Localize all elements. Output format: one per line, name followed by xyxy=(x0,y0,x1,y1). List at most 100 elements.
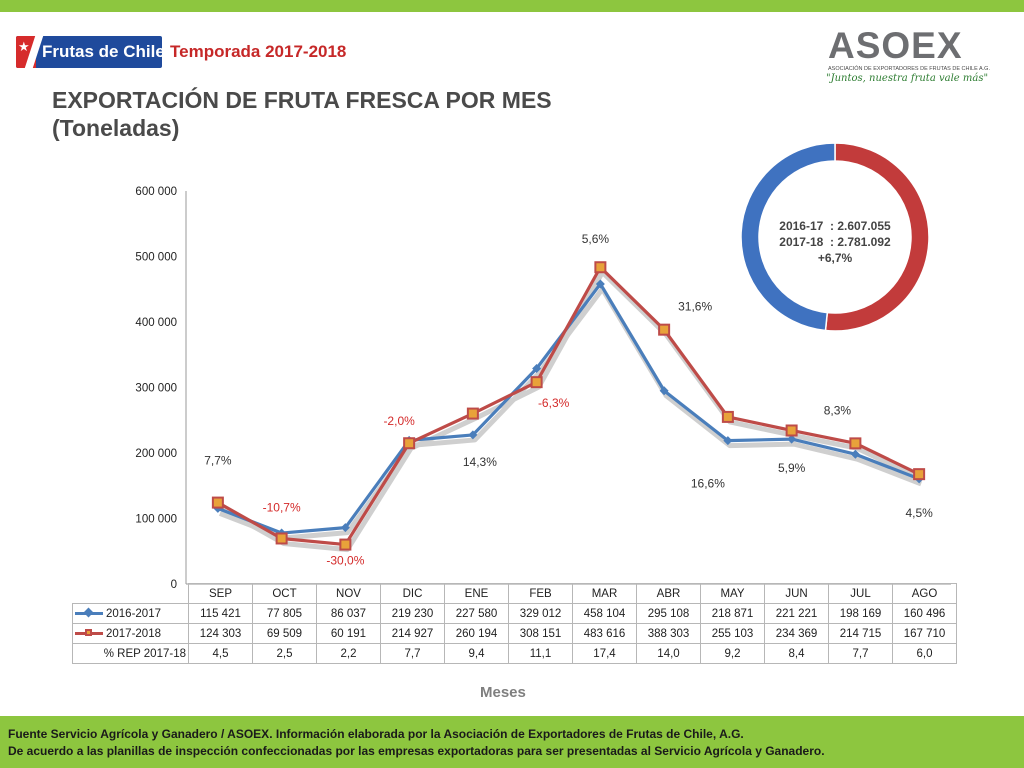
table-row-2016-2017: 2016-2017 115 421 77 805 86 037 219 230 227 5… xyxy=(72,603,957,624)
table-corner-cell xyxy=(72,583,189,604)
change-label-feb: -6,3% xyxy=(538,396,570,410)
rep-value: 7,7 xyxy=(380,643,445,664)
rep-value: 8,4 xyxy=(764,643,829,664)
month-header-ene: ENE xyxy=(444,583,509,604)
change-label-jul: 8,3% xyxy=(824,403,852,417)
value-2017-2018: 234 369 xyxy=(764,623,829,644)
point-2016-jun xyxy=(787,434,797,444)
change-label-nov: -30,0% xyxy=(326,554,364,568)
value-2017-2018: 308 151 xyxy=(508,623,573,644)
data-table: SEP OCT NOV DIC ENE FEB MAR ABR MAY JUN JUL AGO 2016… xyxy=(72,583,957,664)
point-2016-mar xyxy=(595,279,605,289)
point-2017-may xyxy=(721,410,734,423)
table-row-rep: % REP 2017-18 4,5 2,5 2,2 7,7 9,4 11,1 17,4 14,0… xyxy=(72,643,957,664)
change-label-mar: 5,6% xyxy=(582,232,610,246)
point-2017-mar xyxy=(594,261,607,274)
point-2017-dic xyxy=(403,437,416,450)
donut-text-2016: 2016-17 : 2.607.055 xyxy=(779,219,891,233)
value-2017-2018: 260 194 xyxy=(444,623,509,644)
month-header-jul: JUL xyxy=(828,583,893,604)
point-2016-nov xyxy=(340,523,350,533)
change-label-abr: 31,6% xyxy=(678,300,712,314)
legend-marker xyxy=(85,629,92,637)
footer: Fuente Servicio Agrícola y Ganadero / AS… xyxy=(0,716,1024,768)
change-label-ago: 4,5% xyxy=(905,506,933,520)
frutas-de-chile-logo: ★ Frutas de Chile xyxy=(16,36,162,68)
value-2016-2017: 227 580 xyxy=(444,603,509,624)
rep-value: 4,5 xyxy=(188,643,253,664)
asoex-logo: ASOEX ASOCIACIÓN DE EXPORTADORES DE FRUT… xyxy=(822,25,990,88)
table-header-row: SEP OCT NOV DIC ENE FEB MAR ABR MAY JUN JUL AGO xyxy=(72,583,957,604)
month-header-oct: OCT xyxy=(252,583,317,604)
value-2016-2017: 218 871 xyxy=(700,603,765,624)
footer-line-2: De acuerdo a las planillas de inspección… xyxy=(8,744,825,758)
value-2016-2017: 198 169 xyxy=(828,603,893,624)
value-2016-2017: 115 421 xyxy=(188,603,253,624)
donut-text-change: +6,7% xyxy=(817,251,853,265)
value-2016-2017: 86 037 xyxy=(316,603,381,624)
month-header-abr: ABR xyxy=(636,583,701,604)
title-line-1: EXPORTACIÓN DE FRUTA FRESCA POR MES xyxy=(52,87,552,113)
change-label-dic: -2,0% xyxy=(383,414,415,428)
rep-value: 14,0 xyxy=(636,643,701,664)
month-header-dic: DIC xyxy=(380,583,445,604)
point-2017-feb xyxy=(530,376,543,389)
point-2016-feb xyxy=(532,363,542,373)
value-2017-2018: 255 103 xyxy=(700,623,765,644)
y-tick-label: 500 000 xyxy=(135,252,177,264)
asoex-subtitle: ASOCIACIÓN DE EXPORTADORES DE FRUTAS DE … xyxy=(828,66,990,72)
y-tick-label: 600 000 xyxy=(135,186,177,198)
point-2017-jun xyxy=(785,424,798,437)
point-2017-ene xyxy=(466,407,479,420)
star-icon: ★ xyxy=(18,39,30,54)
point-2017-jul xyxy=(849,437,862,450)
y-tick-label: 200 000 xyxy=(135,448,177,460)
rep-value: 9,2 xyxy=(700,643,765,664)
page-title: EXPORTACIÓN DE FRUTA FRESCA POR MES (Ton… xyxy=(52,86,552,142)
value-2017-2018: 483 616 xyxy=(572,623,637,644)
y-tick-label: 400 000 xyxy=(135,317,177,329)
table-row-2017-2018: 2017-2018 124 303 69 509 60 191 214 927 260 1… xyxy=(72,623,957,644)
rep-value: 7,7 xyxy=(828,643,893,664)
rep-value: 17,4 xyxy=(572,643,637,664)
donut-segment-2016-17 xyxy=(740,142,836,332)
rep-value: 9,4 xyxy=(444,643,509,664)
value-2016-2017: 458 104 xyxy=(572,603,637,624)
value-2017-2018: 167 710 xyxy=(892,623,957,644)
value-2016-2017: 219 230 xyxy=(380,603,445,624)
month-header-mar: MAR xyxy=(572,583,637,604)
rep-value: 2,2 xyxy=(316,643,381,664)
x-axis-title: Meses xyxy=(480,684,526,701)
month-header-sep: SEP xyxy=(188,583,253,604)
y-tick-label: 300 000 xyxy=(135,383,177,395)
series-legend-2017-2018: 2017-2018 xyxy=(72,623,189,644)
month-header-jun: JUN xyxy=(764,583,829,604)
rep-value: 6,0 xyxy=(892,643,957,664)
top-accent-bar xyxy=(0,0,1024,12)
legend-key-2016-2017 xyxy=(75,608,103,618)
month-header-may: MAY xyxy=(700,583,765,604)
totals-donut-chart xyxy=(740,142,930,332)
legend-key-2017-2018 xyxy=(75,628,103,638)
value-2017-2018: 388 303 xyxy=(636,623,701,644)
point-2017-nov xyxy=(339,538,352,551)
rep-row-label: % REP 2017-18 xyxy=(72,643,189,664)
point-2017-oct xyxy=(275,532,288,545)
asoex-slogan: "Juntos, nuestra fruta vale más" xyxy=(826,73,989,84)
series-2017-shadow xyxy=(218,269,923,553)
rep-value: 11,1 xyxy=(508,643,573,664)
value-2016-2017: 77 805 xyxy=(252,603,317,624)
value-2016-2017: 160 496 xyxy=(892,603,957,624)
month-header-feb: FEB xyxy=(508,583,573,604)
point-2016-may xyxy=(723,436,733,446)
change-label-may: 16,6% xyxy=(691,477,725,491)
title-line-2: (Toneladas) xyxy=(52,115,180,141)
legend-label: 2017-2018 xyxy=(106,627,161,640)
point-2016-jul xyxy=(850,449,860,459)
series-line-2017-2018 xyxy=(217,265,920,547)
donut-text-2017: 2017-18 : 2.781.092 xyxy=(779,235,891,249)
point-2017-ago xyxy=(913,468,926,481)
point-2017-sep xyxy=(211,496,224,509)
value-2017-2018: 124 303 xyxy=(188,623,253,644)
asoex-wordmark: ASOEX xyxy=(828,25,963,66)
